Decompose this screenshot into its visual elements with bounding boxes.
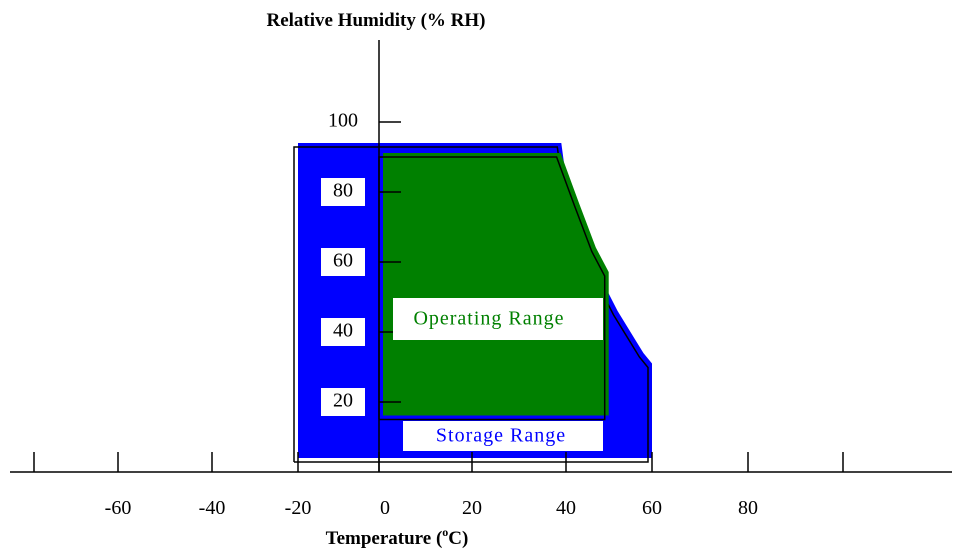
x-axis-title: Temperature (oC) [326,525,469,549]
x-axis-title-superscript: o [442,525,448,539]
operating-range-label-background [393,298,603,340]
x-tick-label: 60 [642,497,662,519]
x-tick-label: -20 [285,497,312,519]
y-tick-label: 40 [333,320,353,342]
y-tick-label: 100 [328,110,358,132]
y-tick-label: 60 [333,250,353,272]
x-tick-label: 40 [556,497,576,519]
y-axis-title: Relative Humidity (% RH) [266,10,485,31]
y-tick-label: 20 [333,390,353,412]
x-tick-label: 20 [462,497,482,519]
y-tick-label: 80 [333,180,353,202]
storage-range-label: Storage Range [436,425,566,447]
operating-range-outline [378,156,606,421]
operating-range-label: Operating Range [413,308,564,330]
x-axis-ticks: -60 -40 -20 0 20 40 60 80 [33,452,844,519]
operating-range-area [378,153,609,421]
x-tick-label: 0 [380,497,390,519]
y-tick-label-background [321,178,365,206]
y-tick-label-background [321,318,365,346]
x-tick-label: -60 [105,497,132,519]
operating-range-label-box: Operating Range [393,298,603,340]
operating-range-polygon [383,153,609,416]
x-tick-label: -40 [199,497,226,519]
x-axis-title-suffix: C) [448,528,468,549]
storage-range-label-background [403,421,603,451]
y-tick-label-background [321,248,365,276]
y-tick-label-background [321,388,365,416]
x-tick-label: 80 [738,497,758,519]
x-axis-title-prefix: Temperature ( [326,528,443,549]
y-axis-ticks: 20 40 60 80 100 [321,110,401,416]
storage-range-label-box: Storage Range [403,421,603,451]
